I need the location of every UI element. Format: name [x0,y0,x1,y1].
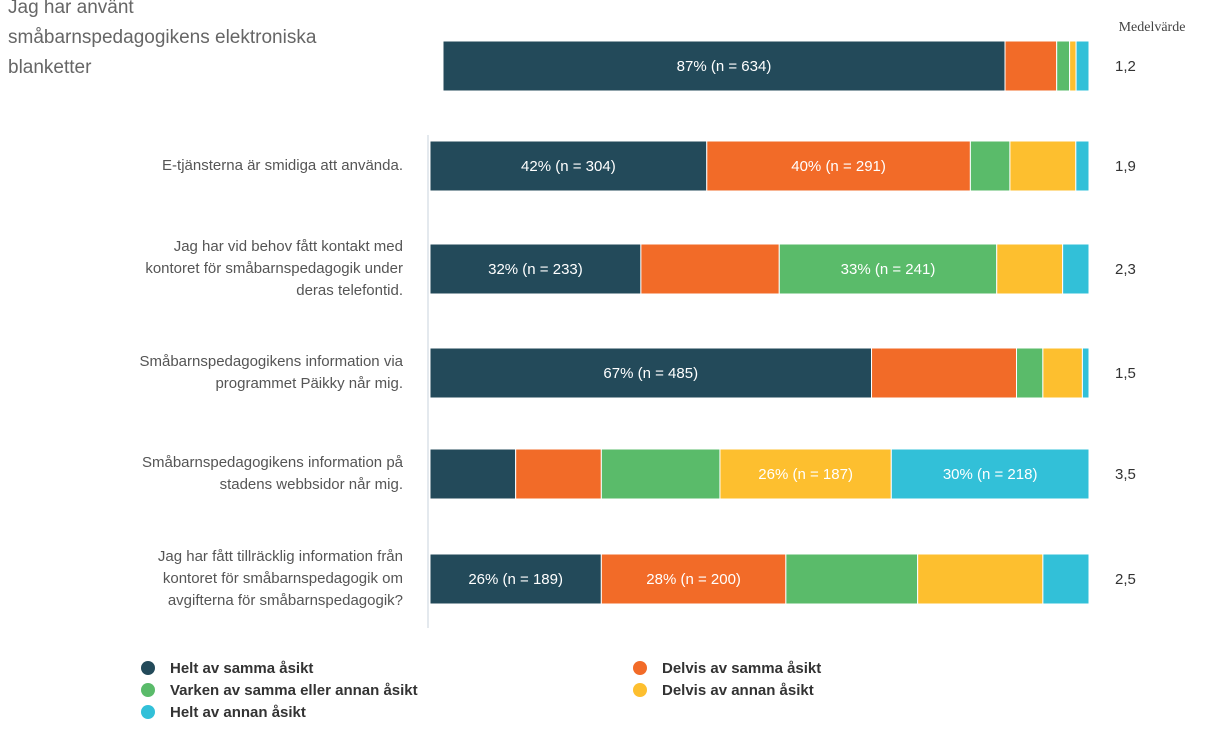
mean-value: 1,5 [1115,365,1136,382]
value-label: 40% (n = 291) [791,158,886,175]
bar-segment [1075,40,1090,92]
legend-label: Helt av samma åsikt [170,660,313,677]
bar-segment [1042,553,1090,605]
value-label: 26% (n = 187) [758,466,853,483]
bar-segment [706,140,971,192]
value-label: 26% (n = 189) [468,571,563,588]
legend-marker [633,661,647,675]
value-label: 30% (n = 218) [943,466,1038,483]
bar-segment [1009,140,1077,192]
bar-segment [429,553,602,605]
bar-segment [1062,243,1090,295]
legend-marker [633,683,647,697]
bar-segment [640,243,780,295]
bar-segment [1016,347,1044,399]
category-label: Småbarnspedagogikens information via prog… [140,353,404,392]
category-label: Jag har fått tillräcklig information frå… [158,548,403,609]
bar-segment [515,448,602,500]
bar-segment [1081,347,1090,399]
legend-marker [141,705,155,719]
bar-segment [1069,40,1077,92]
mean-value: 2,3 [1115,261,1136,278]
mean-value: 1,9 [1115,158,1136,175]
legend-label: Helt av annan åsikt [170,704,306,721]
bar-segment [871,347,1018,399]
bar-segment [600,553,787,605]
mean-value: 3,5 [1115,466,1136,483]
bar-segment [890,448,1090,500]
bar-segment [429,448,517,500]
bar-segment [785,553,919,605]
mean-header: Medelvärde [1119,20,1186,35]
bar-segment [1042,347,1083,399]
bar-segment [996,243,1064,295]
category-label: E-tjänsterna är smidiga att använda. [162,157,403,174]
value-label: 42% (n = 304) [521,158,616,175]
legend-label: Varken av samma eller annan åsikt [170,682,418,699]
bar-segment [917,553,1044,605]
mean-value: 2,5 [1115,571,1136,588]
legend-marker [141,661,155,675]
bar-segment [429,140,708,192]
mean-value: 1,2 [1115,58,1136,75]
value-label: 32% (n = 233) [488,261,583,278]
category-label: Jag har vid behov fått kontakt med kontor… [145,238,403,299]
bar-segment [429,347,873,399]
legend-label: Delvis av samma åsikt [662,660,821,677]
bar-segment [1056,40,1071,92]
legend-label: Delvis av annan åsikt [662,682,814,699]
bar-segment [442,40,1006,92]
value-label: 67% (n = 485) [603,365,698,382]
bar-segment [969,140,1011,192]
value-label: 33% (n = 241) [841,261,936,278]
bar-segment [600,448,721,500]
value-label: 87% (n = 634) [677,58,772,75]
category-label: Jag har använt småbarnspedagogikens elekt… [8,0,317,78]
value-label: 28% (n = 200) [646,571,741,588]
legend-marker [141,683,155,697]
category-label: Småbarnspedagogikens information på stade… [142,454,404,493]
bar-segment [1075,140,1090,192]
bar-segment [1004,40,1058,92]
